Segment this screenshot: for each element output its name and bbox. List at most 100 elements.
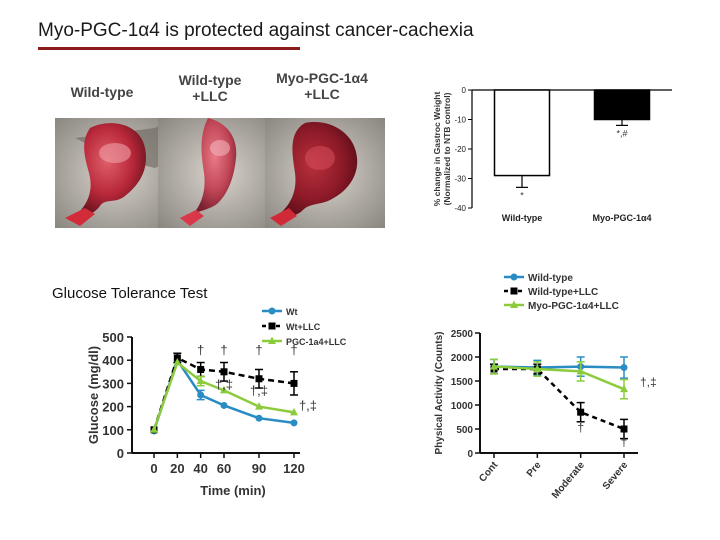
photo-label-3a: Myo-PGC-1α4 [276,70,368,86]
pa-legend-marker [510,273,518,281]
photo-label-2a: Wild-type [178,72,242,88]
photo-label-wildtype-llc: Wild-type +LLC [160,72,260,104]
gtt-legend-marker [268,322,276,330]
bar-y-label-line1: % change in Gastroc Weight [432,92,442,207]
bar-y-tick-label: -40 [454,204,466,213]
pa-data-point [620,425,628,433]
gtt-y-tick-label: 500 [102,330,124,345]
gtt-y-tick-label: 0 [117,446,124,461]
gtt-legend-label: PGC-1a4+LLC [286,337,347,347]
gtt-legend-label: Wt [286,307,298,317]
bar-y-tick-label: -30 [454,175,466,184]
gtt-x-tick-label: 60 [217,461,231,476]
bar-y-tick-label: 0 [462,86,467,95]
gtt-x-tick-label: 120 [283,461,305,476]
pa-data-point [576,366,585,375]
gtt-significance-mark: † [290,342,297,357]
gtt-data-point [173,358,182,366]
gtt-data-point [150,425,158,433]
gtt-data-point [255,414,263,422]
pa-series-line [494,367,625,431]
bar [593,89,651,121]
gtt-data-point [197,365,205,373]
bar-y-axis-label: % change in Gastroc Weight (Normalized to… [432,92,452,207]
glucose-tolerance-chart: 0 100 200 300 400 500 0 20 40 60 90 120 Time (min) Gl… [86,307,347,498]
pa-data-point [620,364,628,372]
photo-label-1: Wild-type [70,84,134,100]
bar-category-label: Wild-type [502,213,542,223]
gtt-significance-mark: † [255,342,262,357]
pa-legend-label: Wild-type [528,273,573,284]
gtt-y-tick-label: 300 [102,376,124,391]
muscle-photo-myo-llc [265,118,385,228]
bar-y-tick-label: -10 [454,116,466,125]
gtt-series-line [152,360,295,431]
gtt-x-tick-label: 0 [150,461,157,476]
gtt-legend-marker [268,307,276,315]
gtt-legend-label: Wt+LLC [286,322,321,332]
gtt-significance-mark: †,‡ [215,377,233,392]
pa-x-tick-label: Cont [477,459,500,484]
pa-y-tick-label: 1500 [451,377,474,388]
pa-x-tick-label: Pre [525,460,544,480]
pa-y-axis-label: Physical Activity (Counts) [434,332,445,455]
pa-x-tick-label: Moderate [550,460,587,501]
gtt-y-tick-label: 100 [102,423,124,438]
gtt-x-tick-label: 90 [252,461,266,476]
gtt-data-point [173,354,181,362]
gtt-y-tick-label: 400 [102,353,124,368]
gtt-data-point [290,379,298,387]
gtt-series-line [152,356,295,431]
pa-legend-marker [510,300,518,308]
gtt-section-title: Glucose Tolerance Test [52,285,208,302]
gtt-y-axis-label: Glucose (mg/dl) [86,346,101,444]
gtt-x-tick-label: 20 [170,461,184,476]
gtt-data-point [290,407,298,416]
gastroc-weight-bar-chart: 0 -10 -20 -30 -40 * Wild-type *,# Myo-PGC-1α4 % c… [432,86,672,223]
bar-y-tick-label: -20 [454,145,466,154]
bar-annotation: *,# [616,128,627,138]
gtt-data-point [255,402,263,410]
gtt-significance-mark: † [197,342,204,357]
bar [493,89,551,177]
muscle-photo-wildtype [55,118,175,228]
gtt-significance-mark: †,‡ [250,383,268,398]
pa-data-point [577,408,585,416]
gtt-significance-mark: † [220,342,227,357]
pa-y-tick-label: 2500 [451,329,474,340]
gtt-data-point [196,376,205,385]
bar-annotation: * [520,190,524,200]
gtt-data-point [255,375,263,383]
bar-y-label-line2: (Normalized to NTB control) [442,92,452,205]
pa-y-tick-label: 500 [456,425,473,436]
pa-data-point [490,362,498,370]
gtt-legend-marker [268,336,276,344]
pa-series-line [493,365,625,391]
pa-data-point [620,384,628,393]
physical-activity-chart: 0 500 1000 1500 2000 2500 Cont Pre Moderate Sever… [434,273,657,501]
gtt-data-point [220,385,228,394]
pa-significance-mark: † [577,420,584,434]
pa-significance-mark: †,‡ [640,375,657,389]
bar-category-label: Myo-PGC-1α4 [592,213,651,223]
gtt-x-axis-label: Time (min) [200,483,266,498]
gtt-data-point [220,401,228,409]
gtt-significance-mark: †,‡ [299,398,317,413]
photo-label-myo-llc: Myo-PGC-1α4 +LLC [262,70,382,102]
pa-y-tick-label: 0 [467,449,473,460]
pa-y-tick-label: 1000 [451,401,474,412]
photo-label-wildtype: Wild-type [62,84,142,100]
photo-label-3b: +LLC [304,86,340,102]
pa-legend-label: Myo-PGC-1α4+LLC [528,301,619,312]
gtt-y-tick-label: 200 [102,400,124,415]
gtt-data-point [197,391,205,399]
pa-legend-label: Wild-type+LLC [528,287,598,298]
gtt-data-point [290,419,298,427]
pa-legend-marker [510,287,518,295]
muscle-photo-wildtype-llc [158,118,278,228]
photo-label-2b: +LLC [192,88,228,104]
pa-y-tick-label: 2000 [451,353,474,364]
pa-data-point [533,364,542,372]
slide-title: Myo-PGC-1α4 is protected against cancer-… [38,20,474,41]
gtt-data-point [220,368,228,376]
